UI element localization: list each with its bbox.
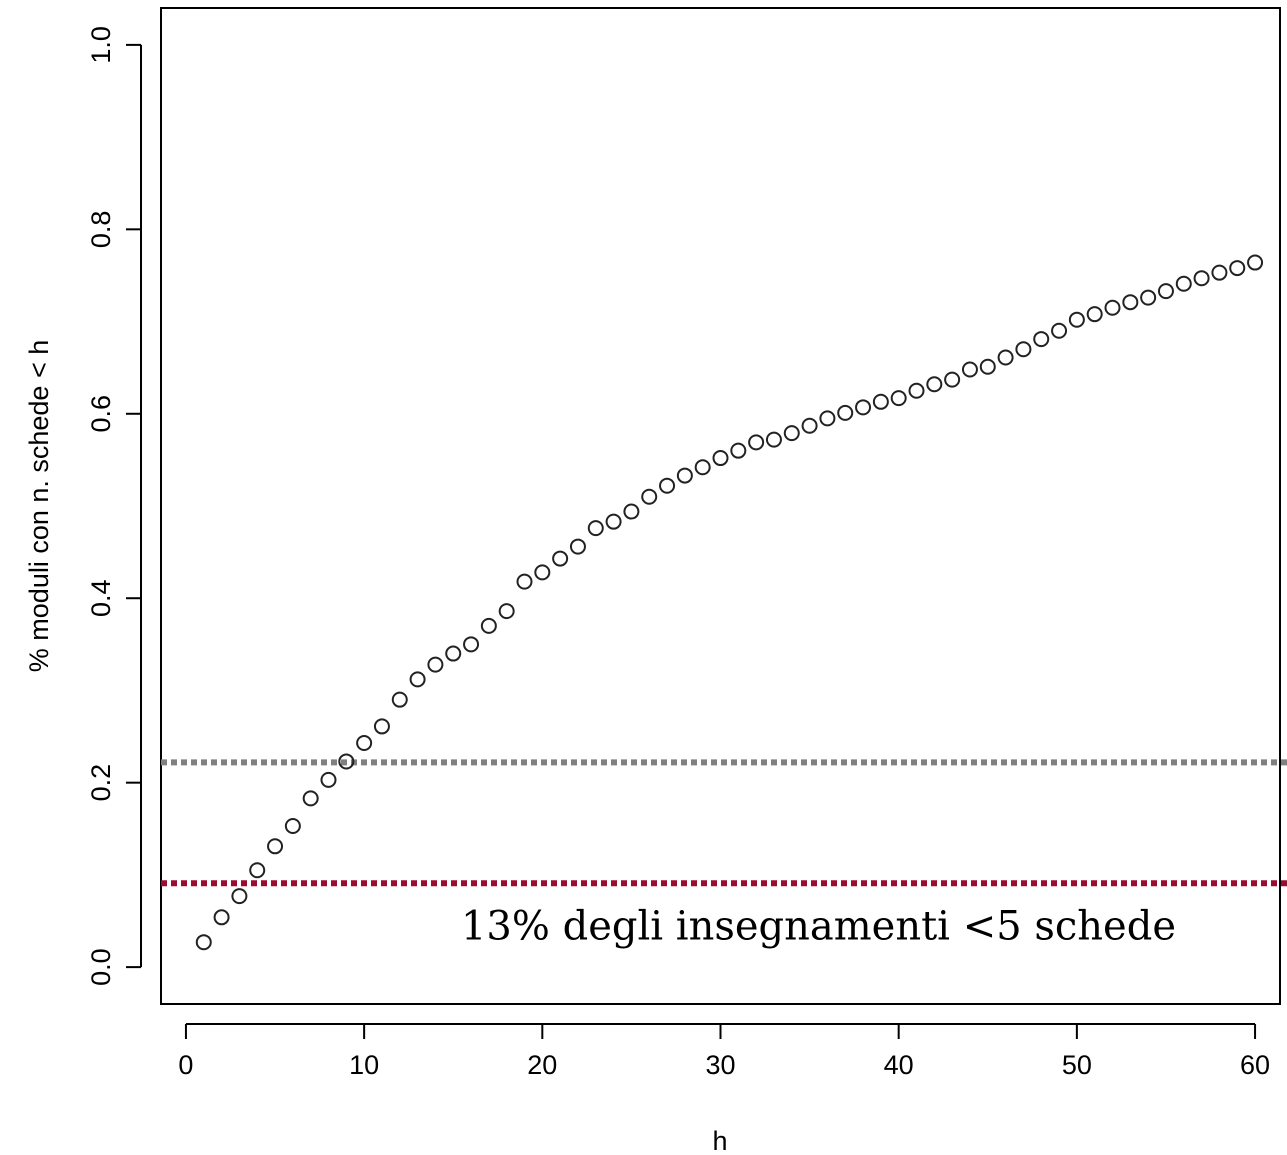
data-point [944,371,961,388]
y-axis: 0.0 0.2 0.4 0.6 0.8 1.0 [86,26,142,986]
data-point [1051,322,1068,339]
data-point [1104,299,1121,316]
data-point [302,790,319,807]
data-point [1247,254,1264,271]
x-tick-label: 10 [349,1050,379,1080]
data-point [409,671,426,688]
data-point [605,513,622,530]
x-tick-label: 50 [1062,1050,1092,1080]
data-point [641,488,658,505]
data-point [534,564,551,581]
data-point [926,376,943,393]
data-point [1033,331,1050,348]
data-point [908,382,925,399]
reference-lines [161,759,1287,887]
y-tick-label: 0.2 [86,764,116,802]
data-point [1086,306,1103,323]
data-point [1068,311,1085,328]
data-point [587,520,604,537]
data-points [195,254,1264,951]
data-point [694,459,711,476]
data-point [213,909,230,926]
data-point [267,838,284,855]
data-point [748,434,765,451]
x-tick-label: 0 [178,1050,193,1080]
data-point [231,888,248,905]
data-point [284,818,301,835]
data-point [1211,264,1228,281]
x-tick-label: 30 [705,1050,735,1080]
y-tick-label: 0.8 [86,211,116,249]
y-tick-label: 0.4 [86,579,116,617]
data-point [1157,283,1174,300]
data-point [872,393,889,410]
data-point [819,410,836,427]
data-point [765,431,782,448]
data-point [890,390,907,407]
x-tick-label: 60 [1240,1050,1270,1080]
data-point [783,425,800,442]
data-point [1193,270,1210,287]
data-point [1015,341,1032,358]
data-point [623,503,640,520]
data-point [837,404,854,421]
data-point [997,349,1014,366]
x-axis: 0 10 20 30 40 50 60 [178,1023,1270,1080]
data-point [373,718,390,735]
data-point [730,442,747,459]
data-point [961,361,978,378]
data-point [249,862,266,879]
x-axis-label: h [712,1126,727,1155]
data-point [855,399,872,416]
data-point [480,617,497,634]
data-point [445,645,462,662]
data-point [338,753,355,770]
data-point [569,538,586,555]
data-point [195,934,212,951]
data-point [712,450,729,467]
data-point [979,358,996,375]
y-axis-label: % moduli con n. schede < h [24,340,54,672]
data-point [676,467,693,484]
data-point [659,477,676,494]
data-point [463,636,480,653]
data-point [1140,289,1157,306]
data-point [552,550,569,567]
data-point [427,656,444,673]
x-tick-label: 40 [884,1050,914,1080]
data-point [356,735,373,752]
data-point [391,691,408,708]
plot-area-frame [160,7,1281,1005]
x-tick-label: 20 [527,1050,557,1080]
data-point [1175,275,1192,292]
data-point [1122,294,1139,311]
y-tick-label: 0.6 [86,395,116,433]
data-point [498,603,515,620]
data-point [801,417,818,434]
data-point [320,771,337,788]
data-point [1229,260,1246,277]
annotation-text: 13% degli insegnamenti <5 schede [461,903,1176,949]
y-tick-label: 1.0 [86,26,116,64]
y-tick-label: 0.0 [86,948,116,986]
data-point [516,573,533,590]
